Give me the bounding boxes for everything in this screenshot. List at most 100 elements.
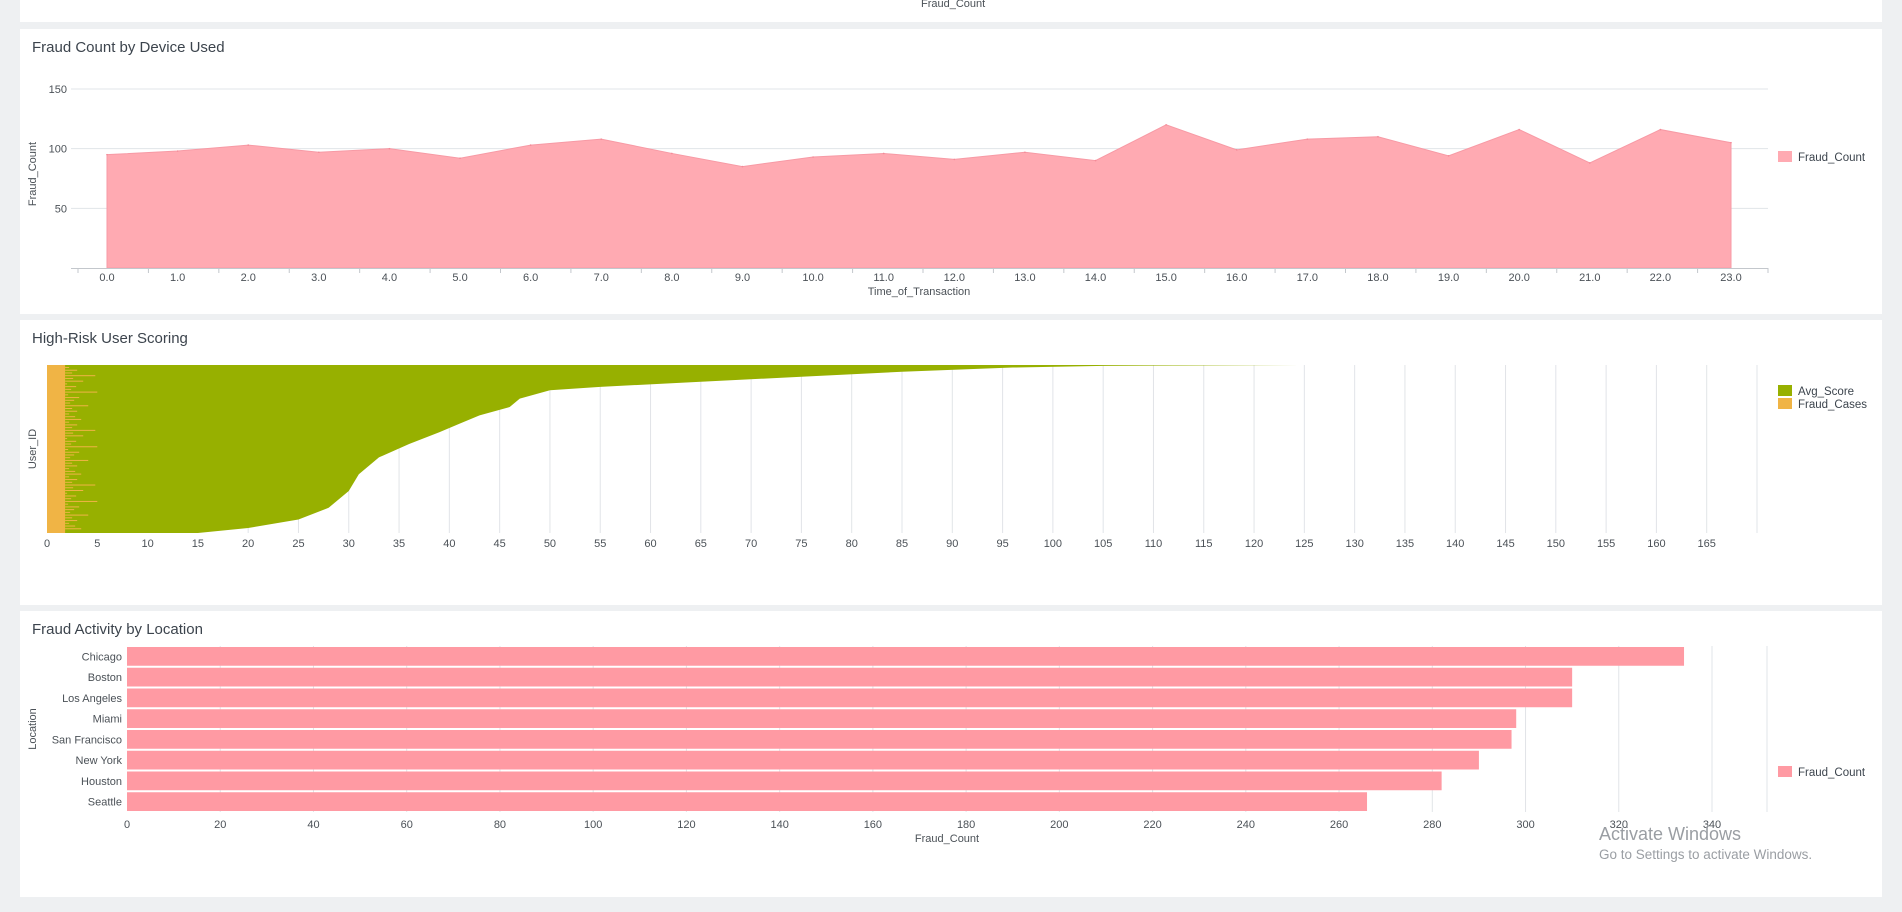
fraud-case-row	[65, 470, 76, 472]
fraud-case-row	[65, 446, 98, 448]
bar-miami	[127, 709, 1517, 728]
fraud-case-row	[65, 369, 78, 371]
area-point	[106, 153, 108, 156]
area-point	[741, 165, 744, 168]
x-tick-label: 19.0	[1438, 272, 1459, 284]
fraud-case-row	[65, 454, 75, 456]
area-point	[459, 157, 461, 160]
bar-chicago	[127, 647, 1685, 666]
x-tick-label: 120	[677, 819, 695, 831]
fraud-case-row	[65, 399, 75, 401]
x-tick-label: 65	[695, 538, 707, 550]
legend-swatch-fraud-count	[1778, 151, 1792, 162]
x-tick-label: 10	[141, 538, 153, 550]
x-tick-label: 130	[1345, 538, 1363, 550]
x-tick-label: 15	[192, 538, 204, 550]
fraud-case-row	[65, 418, 82, 420]
fraud-case-row	[65, 528, 82, 530]
x-tick-label: 110	[1145, 538, 1163, 550]
y-tick-label: 100	[49, 144, 67, 156]
fraud-case-row	[65, 383, 68, 385]
area-point	[1588, 162, 1591, 164]
x-tick-label: 20	[242, 538, 254, 550]
y-tick-label: San Francisco	[52, 734, 122, 746]
panel-high-risk-user-scoring: High-Risk User Scoring 0 5 10 15 20 25 30 35 40 4…	[20, 320, 1882, 605]
panel-title: High-Risk User Scoring	[32, 330, 188, 347]
x-tick-label: 5.0	[452, 272, 467, 284]
fraud-case-row	[65, 522, 70, 524]
area-point	[529, 144, 532, 146]
x-tick-label: 0	[124, 819, 130, 831]
x-tick-label: 22.0	[1650, 272, 1671, 284]
y-tick-label: Miami	[93, 714, 122, 726]
fraud-case-row	[65, 449, 69, 450]
x-axis-title: Time_of_Transaction	[868, 286, 971, 298]
panel-fraud-count-by-device: Fraud Count by Device Used 50 100 150 0.0 1.…	[20, 29, 1882, 314]
fraud-case-row	[65, 440, 77, 442]
x-tick-label: 160	[1647, 538, 1665, 550]
fraud-case-row	[65, 432, 74, 434]
area-point	[1518, 128, 1520, 131]
fraud-case-row	[65, 372, 73, 374]
fraud-case-row	[65, 520, 78, 522]
fraud-case-row	[65, 468, 70, 470]
x-tick-label: 280	[1423, 819, 1441, 831]
x-tick-label: 40	[443, 538, 455, 550]
area-point	[1024, 151, 1026, 154]
stacked-bar-chart: 0 5 10 15 20 25 30 35 40 45 50 55 60 65 70 75 80 85 90 95 10…	[27, 365, 1867, 550]
x-tick-label: 12.0	[944, 272, 965, 284]
x-tick-label: 25	[292, 538, 304, 550]
fraud-case-row	[65, 386, 77, 388]
x-tick-label: 155	[1597, 538, 1615, 550]
area-point	[318, 151, 320, 154]
x-tick-label: 240	[1237, 819, 1255, 831]
area-point	[1165, 124, 1167, 126]
x-tick-label: 300	[1516, 819, 1534, 831]
top-panel-fragment: Fraud_Count	[20, 0, 1882, 22]
fraud-case-row	[65, 459, 89, 461]
x-tick-label: 6.0	[523, 272, 538, 284]
area-point	[1306, 138, 1309, 140]
x-tick-label: 45	[494, 538, 506, 550]
legend-swatch-fraud-count	[1778, 766, 1792, 777]
fraud-case-row	[65, 397, 80, 399]
fraud-case-row	[65, 416, 76, 418]
x-tick-label: 70	[745, 538, 757, 550]
y-axis-title: Location	[27, 708, 39, 750]
x-tick-label: 13.0	[1014, 272, 1035, 284]
bar-boston	[127, 667, 1573, 687]
top-fragment-axis-label: Fraud_Count	[921, 0, 986, 10]
fraud-case-row	[65, 462, 73, 464]
x-tick-label: 125	[1295, 538, 1313, 550]
y-axis-title: Fraud_Count	[27, 142, 39, 206]
panel-title: Fraud Count by Device Used	[32, 39, 225, 56]
fraud-case-row	[65, 427, 73, 429]
x-tick-label: 140	[1446, 538, 1464, 550]
fraud-case-row	[65, 421, 70, 423]
x-tick-label: 160	[864, 819, 882, 831]
fraud-case-row	[65, 503, 69, 505]
area-point	[1377, 135, 1379, 138]
x-tick-label: 7.0	[594, 272, 609, 284]
x-tick-label: 30	[343, 538, 355, 550]
fraud-case-row	[65, 511, 71, 513]
fraud-case-row	[65, 487, 74, 489]
x-tick-label: 100	[1044, 538, 1062, 550]
x-tick-label: 17.0	[1297, 272, 1318, 284]
x-tick-label: 21.0	[1579, 272, 1600, 284]
fraud-case-row	[65, 435, 84, 437]
x-tick-label: 11.0	[873, 272, 894, 284]
fraud-case-row	[65, 465, 78, 467]
bar-san-francisco	[127, 730, 1512, 749]
fraud-case-row	[65, 451, 80, 453]
area-point	[1094, 159, 1097, 162]
area-point	[882, 152, 885, 155]
fraud-case-row	[65, 525, 76, 527]
legend-label-fraud-count: Fraud_Count	[1798, 152, 1866, 164]
x-tick-label: 90	[946, 538, 958, 550]
area-point	[1447, 155, 1450, 157]
x-tick-label: 40	[307, 819, 319, 831]
y-tick-label: Chicago	[82, 651, 122, 663]
fraud-case-row	[65, 473, 82, 475]
fraud-case-row	[65, 443, 72, 445]
